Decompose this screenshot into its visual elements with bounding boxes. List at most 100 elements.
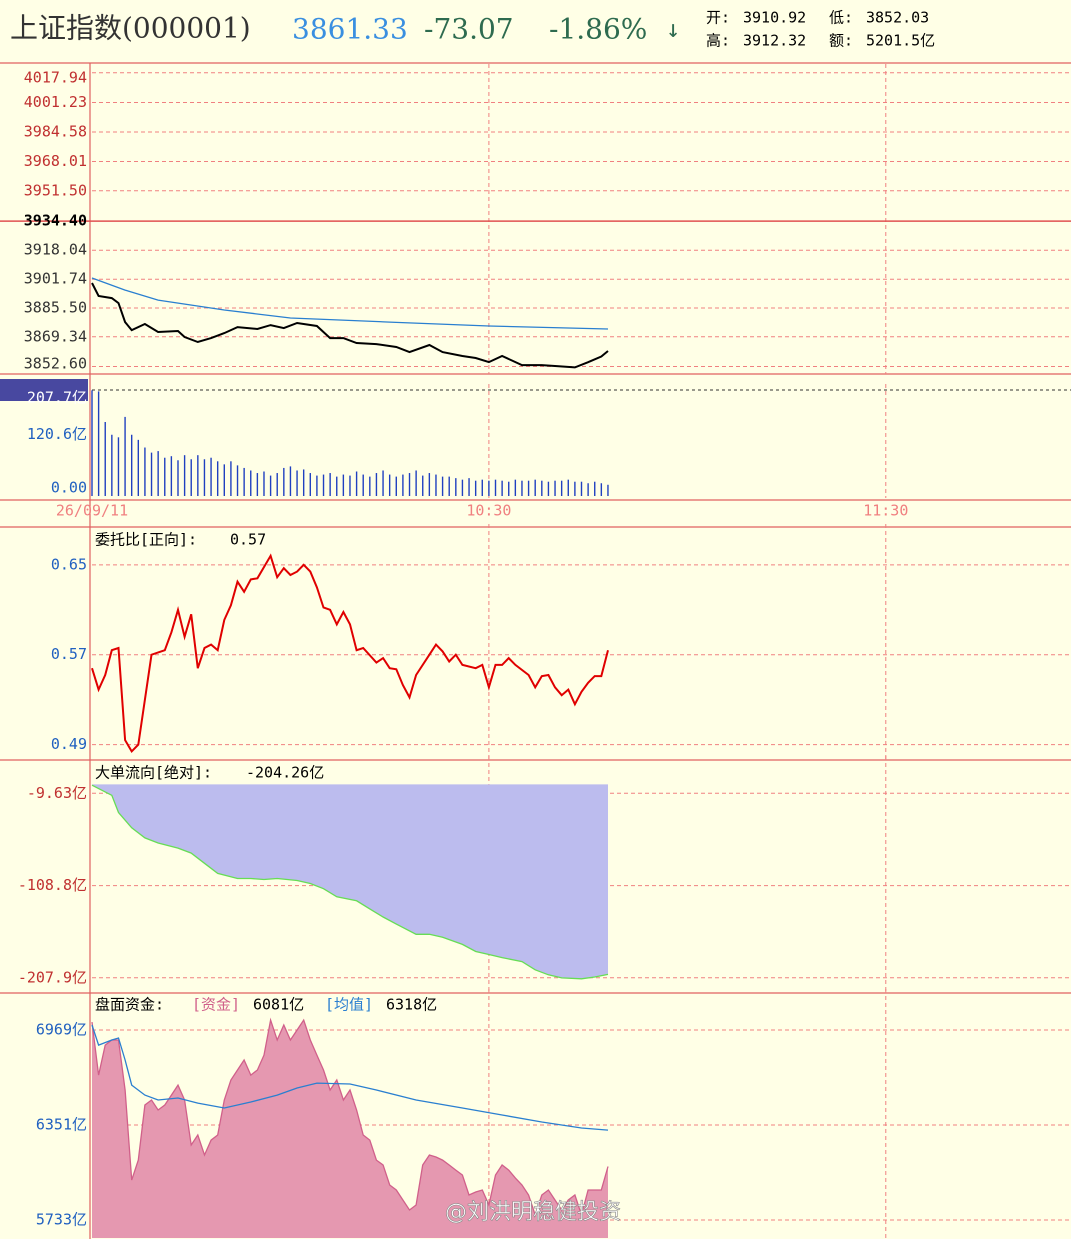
volume-bar (474, 480, 477, 496)
volume-bar (375, 473, 378, 496)
y-tick-label: 207.7亿 (27, 389, 87, 407)
volume-bar (210, 457, 212, 496)
y-tick-label: 0.49 (51, 735, 87, 753)
volume-bar (547, 481, 550, 496)
volume-bar (468, 478, 470, 496)
legend-entry: [资金] (192, 996, 240, 1014)
volume-bar (441, 476, 444, 496)
volume-bar (560, 480, 563, 496)
change: -73.07 (424, 13, 514, 46)
volume-bar (587, 483, 589, 496)
y-tick-label: 3852.60 (24, 355, 87, 373)
y-tick-label: 3984.58 (24, 123, 87, 141)
price: 3861.33 (292, 13, 408, 46)
amount-label: 额: (829, 32, 853, 50)
volume-bar (117, 437, 120, 496)
volume-bar (164, 457, 166, 496)
line (91, 282, 609, 369)
arrow: ↓ (666, 15, 680, 43)
volume-bar (137, 439, 140, 496)
high: 3912.32 (743, 32, 806, 50)
volume-bar (190, 459, 192, 496)
volume-bar (223, 464, 225, 496)
y-tick-label: 3934.40 (24, 212, 87, 230)
volume-bar (276, 473, 278, 496)
y-tick-label: 5733亿 (36, 1211, 87, 1229)
tick-highlight (0, 379, 88, 401)
volume-bar (369, 476, 371, 496)
index-title: 上证指数(000001) (10, 12, 251, 45)
volume-bar (197, 455, 199, 496)
change-pct: -1.86% (549, 13, 647, 46)
y-tick-label: 3918.04 (24, 241, 87, 259)
y-tick-label: -108.8亿 (18, 876, 87, 894)
volume-bar (170, 456, 173, 496)
volume-bar (216, 461, 219, 496)
volume-bar (342, 474, 345, 496)
high-label: 高: (706, 32, 730, 50)
volume-bar (422, 475, 424, 496)
x-tick-label: 26/09/11 (56, 502, 128, 520)
volume-bar (448, 476, 450, 496)
y-tick-label: 3968.01 (24, 152, 87, 170)
legend-value: 6081亿 (253, 996, 304, 1014)
volume-bar (91, 390, 93, 496)
panel-current: 0.57 (230, 531, 266, 549)
y-tick-label: -207.9亿 (18, 968, 87, 986)
line (91, 277, 609, 330)
volume-bar (362, 474, 364, 496)
plots: 4017.94 4001.23 3984.58 3968.01 3951.50 3934.… (0, 64, 1071, 1239)
volume-bar (521, 480, 523, 496)
volume-bar (494, 479, 497, 496)
volume-bar (514, 479, 517, 496)
volume-bar (527, 480, 530, 496)
y-tick-label: 0.65 (51, 555, 87, 573)
volume-bar (97, 391, 100, 496)
volume-bar (355, 471, 358, 496)
volume-bar (428, 473, 431, 496)
volume-bar (554, 480, 556, 496)
volume-bar (203, 459, 206, 496)
volume-bar (415, 470, 417, 496)
volume-bar (336, 476, 338, 496)
volume-bar (349, 475, 351, 496)
volume-bar (144, 447, 146, 496)
volume-bar (508, 481, 510, 496)
watermark: @刘洪明稳健投资 (445, 1200, 621, 1225)
volume-bar (302, 469, 305, 496)
legend-entry: [均值] (325, 996, 373, 1014)
volume-bar (455, 478, 457, 496)
volume-bar (130, 434, 133, 496)
line (91, 553, 609, 754)
x-tick-label: 10:30 (466, 502, 511, 520)
y-tick-label: 6351亿 (36, 1116, 87, 1134)
volume-bar (124, 416, 126, 496)
volume-bar (534, 479, 536, 496)
volume-bar (395, 476, 397, 496)
volume-bar (150, 452, 153, 496)
volume-bar (243, 467, 245, 496)
volume-bar (177, 460, 179, 496)
volume-bar (600, 483, 603, 496)
y-tick-label: 4017.94 (24, 69, 87, 87)
low-label: 低: (829, 9, 853, 27)
volume-bar (104, 421, 106, 496)
y-tick-label: 3951.50 (24, 181, 87, 199)
panel-title: 盘面资金: (95, 996, 164, 1014)
open: 3910.92 (743, 9, 806, 27)
panel-title: 委托比[正向]: (95, 531, 197, 549)
volume-bar (408, 473, 411, 496)
volume-bar (111, 434, 113, 496)
volume-bar (567, 479, 569, 496)
volume-bar (388, 474, 391, 496)
y-tick-label: 0.57 (51, 645, 87, 663)
line (91, 784, 609, 980)
line (91, 1017, 609, 1218)
line (91, 1024, 609, 1131)
y-tick-label: 0.00 (51, 479, 87, 497)
area (92, 1020, 608, 1238)
volume-bar (501, 480, 503, 496)
y-tick-label: 120.6亿 (27, 425, 87, 443)
y-tick-label: 3885.50 (24, 299, 87, 317)
